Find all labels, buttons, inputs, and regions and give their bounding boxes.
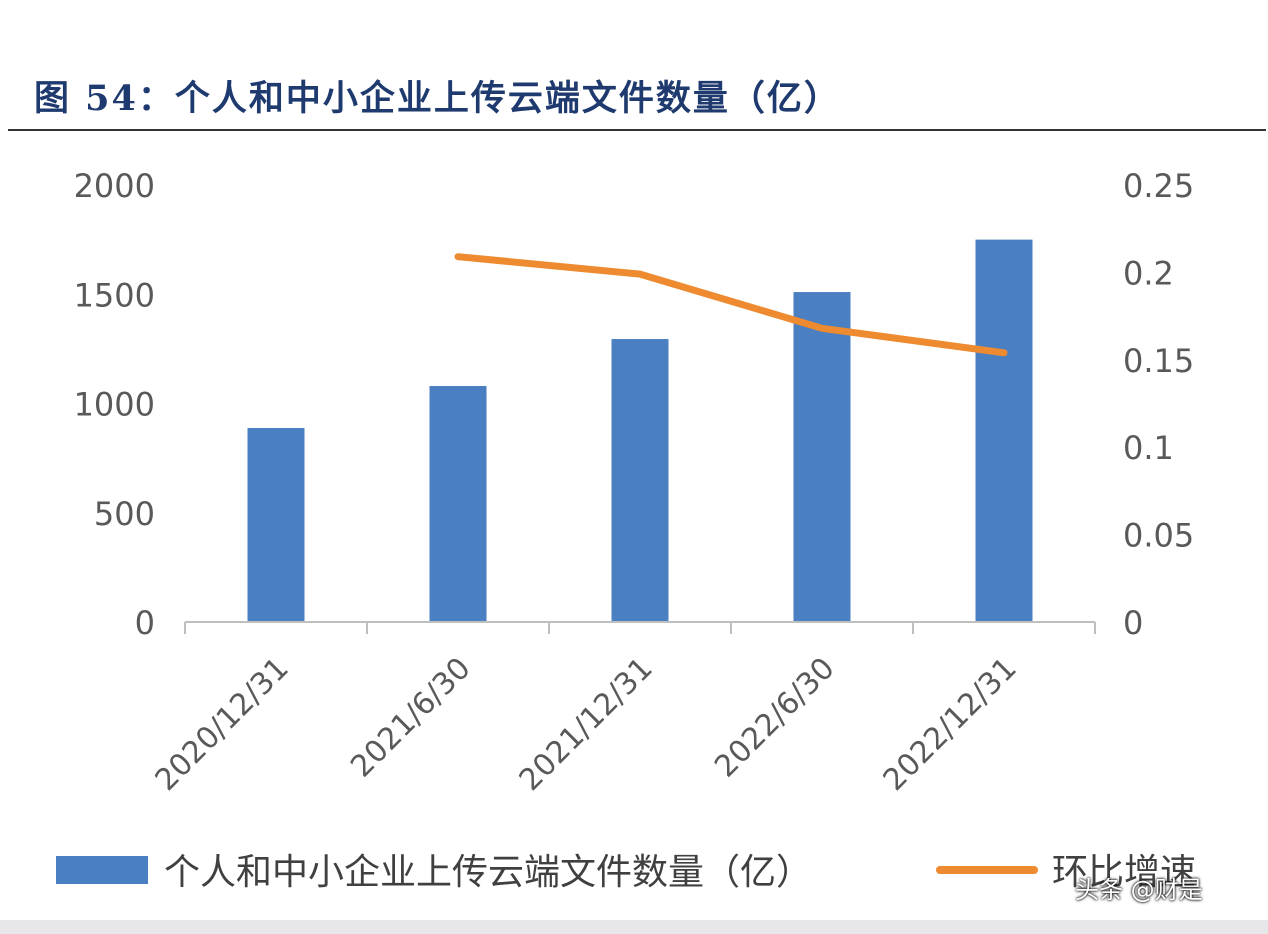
- legend: 个人和中小企业上传云端文件数量（亿） 环比增速: [56, 852, 1196, 893]
- right-tick-label: 0.2: [1123, 254, 1174, 292]
- figure-title: 图 54：个人和中小企业上传云端文件数量（亿）: [34, 78, 841, 119]
- x-category-label: 2021/12/31: [513, 651, 660, 798]
- title-divider: [8, 129, 1266, 131]
- bar: [975, 239, 1033, 622]
- growth-line: [454, 253, 1008, 357]
- right-tick-label: 0: [1123, 604, 1143, 642]
- right-tick-label: 0.25: [1123, 167, 1194, 205]
- bottom-band: [0, 920, 1268, 934]
- watermark: 头条 @财是: [1075, 876, 1203, 904]
- left-tick-label: 2000: [74, 167, 155, 205]
- bar: [611, 339, 669, 622]
- line-series: [454, 253, 1008, 357]
- bar: [247, 427, 305, 622]
- growth-point: [819, 325, 825, 332]
- growth-point: [1001, 349, 1007, 356]
- bar-series: [247, 239, 1033, 622]
- left-tick-label: 500: [94, 495, 155, 533]
- bar: [793, 292, 851, 622]
- left-tick-label: 1500: [74, 276, 155, 314]
- right-tick-label: 0.15: [1123, 342, 1194, 380]
- x-axis-labels: 2020/12/31 2021/6/30 2021/12/31 2022/6/30 20…: [149, 651, 1024, 798]
- legend-bar-label: 个人和中小企业上传云端文件数量（亿）: [164, 852, 812, 893]
- right-axis-ticks: 0 0.05 0.1 0.15 0.2 0.25: [1123, 167, 1194, 642]
- x-category-label: 2022/6/30: [708, 651, 842, 785]
- right-tick-label: 0.1: [1123, 429, 1174, 467]
- bar: [429, 386, 487, 622]
- x-category-label: 2021/6/30: [344, 651, 478, 785]
- left-tick-label: 0: [135, 604, 155, 642]
- growth-point: [637, 271, 643, 278]
- x-category-label: 2020/12/31: [149, 651, 296, 798]
- left-tick-label: 1000: [74, 386, 155, 424]
- x-category-label: 2022/12/31: [877, 651, 1024, 798]
- legend-bar-swatch: [56, 856, 148, 884]
- right-tick-label: 0.05: [1123, 517, 1194, 555]
- growth-point: [455, 253, 461, 260]
- left-axis-ticks: 0 500 1000 1500 2000: [74, 167, 155, 642]
- x-axis: [184, 621, 1096, 634]
- legend-line-label: 环比增速: [1052, 852, 1196, 893]
